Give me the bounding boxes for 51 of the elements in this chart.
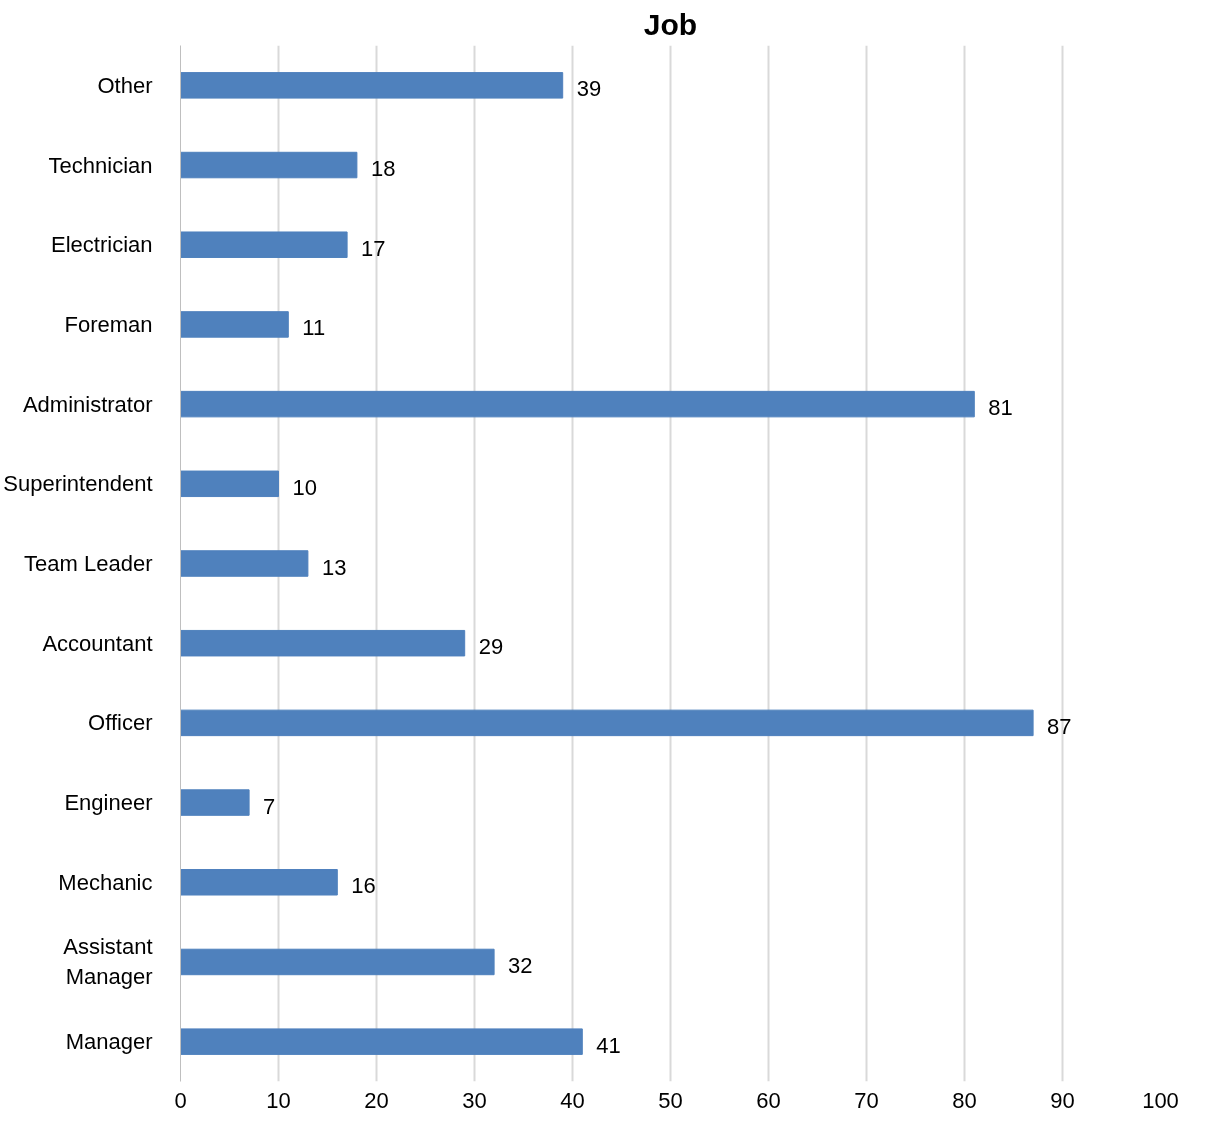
bar — [180, 629, 466, 657]
data-label: 41 — [596, 1032, 621, 1058]
x-tick-label: 20 — [364, 1087, 389, 1113]
x-tick-label: 0 — [174, 1087, 187, 1113]
data-label: 7 — [263, 793, 276, 819]
x-tick-label: 100 — [1142, 1087, 1179, 1113]
data-label: 13 — [321, 554, 347, 580]
bar — [180, 390, 975, 418]
bar — [180, 311, 289, 338]
data-label: 16 — [351, 873, 376, 899]
y-tick-label: Assistant Manager — [63, 934, 153, 990]
y-tick-label: Engineer — [64, 790, 153, 816]
x-tick-label: 90 — [1050, 1087, 1075, 1113]
bar — [180, 1028, 583, 1055]
y-tick-label: Technician — [48, 152, 153, 178]
x-tick-label: 70 — [854, 1087, 879, 1113]
y-tick-label: Superintendent — [3, 471, 153, 497]
data-label: 29 — [478, 634, 504, 660]
y-tick-label: Mechanic — [58, 869, 153, 895]
x-tick-label: 30 — [462, 1087, 487, 1113]
y-tick-label: Accountant — [42, 630, 153, 656]
y-tick-label: Team Leader — [24, 551, 153, 576]
x-tick-label: 60 — [756, 1087, 781, 1113]
data-label: 11 — [302, 315, 326, 341]
chart-title: Job — [643, 7, 698, 41]
bar — [180, 151, 358, 179]
y-tick-label: Other — [97, 72, 153, 98]
bar — [180, 709, 1034, 737]
bar — [180, 550, 309, 577]
data-label: 39 — [576, 76, 602, 102]
bar — [180, 72, 564, 99]
data-label: 17 — [361, 235, 386, 261]
bar — [180, 789, 250, 816]
x-tick-label: 40 — [560, 1087, 585, 1113]
bar — [180, 869, 338, 896]
data-label: 32 — [508, 952, 533, 978]
bar — [180, 470, 279, 498]
data-label: 87 — [1047, 713, 1072, 739]
y-tick-label: Manager — [65, 1029, 153, 1055]
x-tick-label: 50 — [658, 1087, 683, 1113]
bar — [180, 231, 348, 258]
data-label: 18 — [370, 156, 396, 182]
data-label: 10 — [292, 474, 317, 500]
data-label: 81 — [988, 395, 1013, 421]
bar — [180, 948, 495, 976]
y-tick-label: Foreman — [64, 311, 153, 337]
y-tick-label: Electrician — [51, 232, 153, 258]
y-tick-label: Administrator — [22, 391, 153, 417]
x-tick-label: 80 — [952, 1087, 977, 1113]
x-tick-label: 10 — [266, 1087, 291, 1113]
y-tick-label: Officer — [88, 710, 153, 736]
